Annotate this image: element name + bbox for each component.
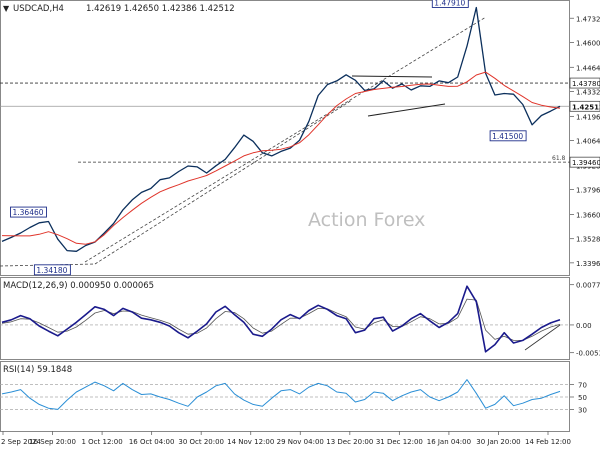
level-label: 1.43780: [572, 80, 600, 88]
triangle-top-line: [351, 75, 433, 78]
price-annotations: 1.47910 1.36460 1.34180 1.41500: [10, 0, 527, 276]
grid-lines: [0, 324, 570, 410]
x-tick-label: 14 Nov 12:00: [227, 438, 274, 446]
x-tick-label: 16 Sep 20:00: [29, 438, 76, 446]
swing-annotation-box: [489, 130, 527, 142]
x-tick-label: 14 Feb 12:00: [525, 438, 571, 446]
macd-divergence-line: [524, 324, 561, 351]
level-label-box: [569, 77, 600, 89]
macd-tick-label: 0.007791: [576, 282, 600, 290]
collapse-triangle-icon[interactable]: ▼: [3, 4, 10, 13]
moving-average-line: [1, 71, 561, 245]
swing-annotation-box: [33, 264, 71, 276]
x-tick-label: 29 Nov 04:00: [277, 438, 324, 446]
axis-labels: 1.47320 1.46000 1.44640 1.43320 1.41960 1.406…: [1, 15, 600, 446]
macd-tick-label: -0.005367: [576, 350, 600, 358]
swing-annotation-label: 1.47910: [434, 0, 465, 7]
price-tick-label: 1.35280: [576, 236, 600, 244]
rsi-panel-border: [0, 361, 570, 432]
x-tick-label: 13 Dec 20:00: [326, 438, 373, 446]
x-tick-label: 2 Sep 2024: [1, 438, 41, 446]
triangle-bottom-line: [367, 103, 446, 117]
channel-mid-line: [94, 99, 353, 265]
rsi-tick-label: 70: [578, 382, 587, 390]
x-tick-label: 16 Jan 04:00: [427, 438, 471, 446]
swing-annotation-box: [10, 206, 47, 218]
fib-label: 61.8: [552, 155, 566, 162]
price-panel-border: [0, 0, 570, 276]
level-label-box: [569, 100, 600, 112]
swing-annotation-label: 1.41500: [492, 132, 523, 141]
trend-lines: [0, 16, 561, 351]
level-label: 1.39460: [572, 159, 600, 167]
price-tick-label: 1.47320: [576, 15, 600, 23]
price-tick-label: 1.40640: [576, 138, 600, 146]
price-series-line: [1, 6, 561, 252]
watermark: Action Forex: [308, 209, 425, 231]
level-label-box: [569, 156, 600, 168]
x-tick-label: 16 Oct 04:00: [129, 438, 175, 446]
rsi-line: [1, 379, 561, 410]
x-tick-label: 31 Dec 12:00: [376, 438, 423, 446]
x-tick-label: 1 Oct 12:00: [81, 438, 122, 446]
macd-title: MACD(12,26,9) 0.000950 0.000065: [3, 281, 154, 291]
rsi-title: RSI(14) 59.1848: [3, 365, 72, 375]
x-tick-label: 30 Jan 20:00: [476, 438, 520, 446]
x-tick-label: 30 Oct 20:00: [178, 438, 224, 446]
macd-signal-line: [1, 298, 561, 341]
ohlc-values: 1.42619 1.42650 1.42386 1.42512: [86, 4, 235, 14]
price-tick-label: 1.37960: [576, 187, 600, 195]
price-tick-label: 1.41960: [576, 113, 600, 121]
rsi-tick-label: 50: [578, 394, 587, 402]
series-lines: [1, 6, 561, 410]
swing-annotation-box: [431, 0, 469, 8]
price-tick-label: 1.33960: [576, 260, 600, 268]
macd-line: [1, 285, 561, 353]
horizontal-levels: 61.8: [0, 82, 570, 163]
price-tick-label: 1.46000: [576, 39, 600, 47]
swing-annotation-label: 1.34180: [36, 266, 67, 275]
channel-upper-line: [84, 16, 487, 263]
macd-panel-border: [0, 277, 570, 360]
symbol-label: USDCAD,H4: [13, 4, 64, 14]
price-tick-label: 1.36600: [576, 212, 600, 220]
level-label: 1.42512: [572, 103, 600, 111]
price-tick-label: 1.43320: [576, 88, 600, 96]
macd-tick-label: 0.00: [576, 322, 592, 330]
rsi-tick-label: 30: [578, 406, 587, 414]
price-tick-label: 1.44640: [576, 64, 600, 72]
swing-annotation-label: 1.36460: [13, 208, 44, 217]
